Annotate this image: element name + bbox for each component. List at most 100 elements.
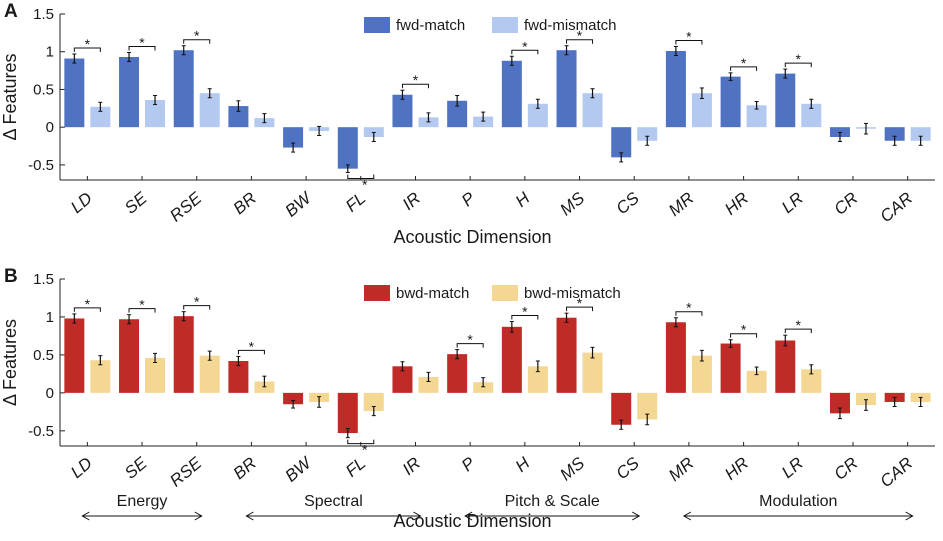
bar-bwd-mismatch-MR — [691, 355, 712, 393]
significance-marker: * — [741, 322, 747, 338]
y-axis-label: Δ Features — [0, 319, 20, 406]
bar-fwd-match-CAR — [884, 127, 905, 141]
bar-fwd-match-BW — [283, 127, 304, 148]
x-tick-label: CAR — [877, 454, 917, 492]
legend-swatch-fwd-mismatch — [492, 17, 518, 33]
x-tick-label: BR — [230, 189, 260, 219]
bar-fwd-match-H — [501, 60, 522, 128]
significance-marker: * — [194, 294, 200, 310]
bar-fwd-mismatch-MS — [582, 93, 603, 128]
bar-fwd-match-LR — [775, 73, 796, 128]
group-label: Energy — [117, 493, 168, 510]
significance-marker: * — [796, 317, 802, 333]
bar-fwd-mismatch-RSE — [199, 93, 220, 128]
x-tick-label: CS — [612, 188, 643, 218]
bar-bwd-match-CR — [829, 392, 850, 414]
x-tick-label: SE — [121, 453, 151, 483]
x-tick-label: MS — [556, 188, 588, 219]
legend-swatch-bwd-match — [364, 285, 390, 301]
x-tick-label: IR — [399, 454, 424, 479]
significance-bracket — [73, 47, 101, 52]
bar-bwd-match-IR — [392, 366, 413, 393]
x-tick-label: BW — [281, 452, 316, 485]
bar-bwd-mismatch-RSE — [199, 355, 220, 393]
legend-label: fwd-match — [396, 17, 465, 34]
bar-fwd-match-HR — [720, 76, 741, 128]
y-axis-label: Δ Features — [0, 53, 20, 140]
legend-label: fwd-mismatch — [524, 17, 617, 34]
x-tick-label: SE — [121, 188, 151, 218]
bar-bwd-match-HR — [720, 343, 741, 393]
x-tick-label: H — [512, 453, 534, 476]
x-tick-label: RSE — [166, 188, 205, 225]
y-tick-label: 1.5 — [33, 271, 54, 288]
bar-fwd-match-SE — [119, 57, 140, 128]
bar-fwd-match-RSE — [173, 50, 194, 128]
bar-fwd-mismatch-LR — [801, 103, 822, 128]
significance-marker: * — [577, 28, 583, 44]
significance-bracket — [730, 66, 758, 71]
bar-fwd-mismatch-SE — [145, 100, 166, 128]
group-arrow-right-head — [631, 511, 641, 521]
significance-marker: * — [796, 51, 802, 67]
bar-fwd-mismatch-MR — [691, 93, 712, 128]
significance-marker: * — [194, 28, 200, 44]
bar-fwd-mismatch-LD — [90, 106, 111, 128]
significance-marker: * — [741, 55, 747, 71]
significance-marker: * — [85, 296, 91, 312]
significance-marker: * — [522, 304, 528, 320]
group-label: Pitch & Scale — [505, 493, 600, 510]
bar-fwd-match-MR — [665, 50, 686, 128]
x-tick-label: P — [458, 453, 479, 475]
group-label: Modulation — [759, 493, 837, 510]
bar-bwd-mismatch-SE — [145, 357, 166, 393]
legend-label: bwd-mismatch — [524, 285, 621, 302]
bar-bwd-match-CS — [611, 392, 632, 425]
bar-bwd-mismatch-CS — [637, 392, 658, 420]
bar-bwd-match-RSE — [173, 316, 194, 393]
bar-bwd-mismatch-LD — [90, 360, 111, 393]
group-arrow-left-head — [245, 511, 254, 521]
significance-marker: * — [85, 36, 91, 52]
bar-fwd-mismatch-H — [527, 103, 548, 128]
significance-bracket — [183, 305, 211, 310]
bar-fwd-match-CS — [611, 127, 632, 158]
legend-swatch-bwd-mismatch — [492, 285, 518, 301]
group-arrow-right-head — [413, 511, 422, 521]
significance-marker: * — [362, 442, 368, 458]
significance-bracket — [401, 83, 429, 89]
bar-fwd-mismatch-CS — [637, 127, 658, 141]
y-tick-label: 0 — [46, 119, 54, 136]
significance-marker: * — [577, 295, 583, 311]
group-label: Spectral — [304, 493, 363, 510]
significance-bracket — [675, 311, 703, 316]
y-tick-label: 1.5 — [33, 6, 54, 23]
bar-bwd-match-SE — [119, 319, 140, 393]
group-arrow-left-head — [464, 511, 473, 521]
significance-bracket — [128, 45, 156, 51]
x-tick-label: CAR — [877, 189, 917, 227]
y-tick-label: 0 — [46, 385, 54, 402]
bar-fwd-match-BR — [228, 106, 249, 128]
x-tick-label: RSE — [166, 453, 205, 490]
group-arrow-left-head — [81, 511, 90, 521]
significance-bracket — [566, 306, 594, 312]
bar-bwd-mismatch-IR — [418, 376, 439, 393]
significance-marker: * — [522, 38, 528, 54]
panel-letter: B — [4, 266, 18, 287]
significance-marker: * — [362, 176, 368, 192]
x-tick-label: MS — [556, 453, 588, 484]
bar-fwd-mismatch-CAR — [910, 127, 931, 141]
x-tick-label: CR — [831, 189, 862, 219]
bar-fwd-match-LD — [64, 58, 85, 128]
bar-bwd-match-P — [447, 354, 468, 393]
significance-marker: * — [139, 34, 145, 50]
bar-bwd-match-FL — [337, 392, 358, 434]
x-tick-label: LD — [67, 189, 96, 218]
significance-bracket — [73, 307, 101, 312]
x-tick-label: LD — [67, 454, 96, 483]
bar-bwd-match-BR — [228, 360, 249, 393]
significance-marker: * — [413, 72, 419, 88]
significance-bracket — [128, 308, 156, 313]
